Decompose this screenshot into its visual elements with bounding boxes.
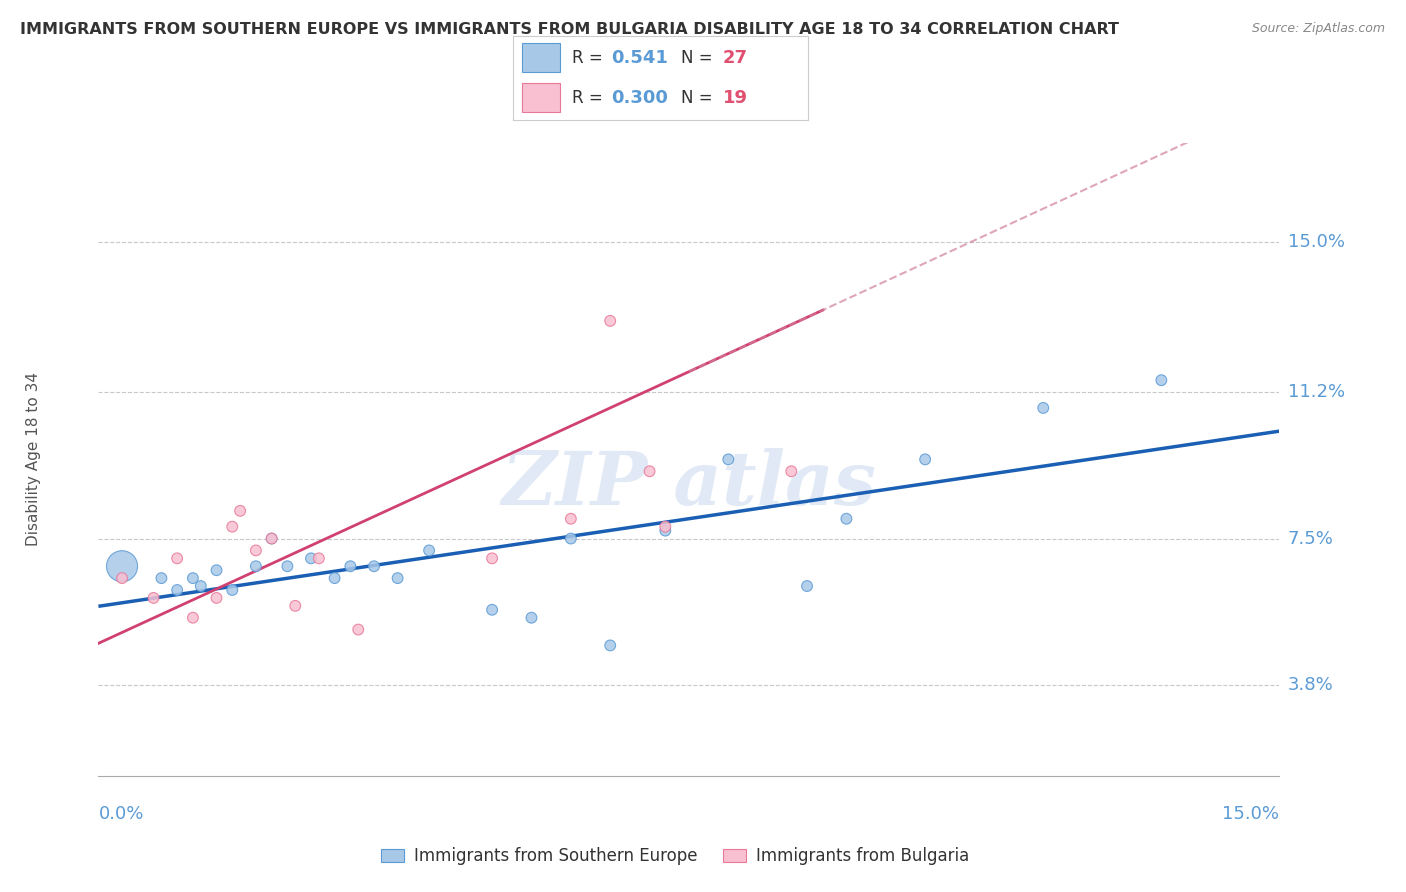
Point (560, 532, 582, 546)
Point (339, 559, 361, 574)
Point (796, 579, 818, 593)
Text: R =: R = (572, 88, 609, 106)
Point (481, 603, 503, 617)
Point (914, 452, 936, 467)
Text: 27: 27 (723, 49, 748, 67)
Point (205, 591, 228, 605)
FancyBboxPatch shape (522, 83, 561, 112)
Point (150, 571, 173, 585)
Text: IMMIGRANTS FROM SOUTHERN EUROPE VS IMMIGRANTS FROM BULGARIA DISABILITY AGE 18 TO: IMMIGRANTS FROM SOUTHERN EUROPE VS IMMIG… (20, 22, 1119, 37)
Point (717, 452, 740, 467)
Text: 0.541: 0.541 (610, 49, 668, 67)
Point (481, 551, 503, 566)
Text: N =: N = (682, 49, 718, 67)
Point (387, 571, 409, 585)
Point (308, 551, 330, 566)
Text: 7.5%: 7.5% (1288, 530, 1334, 548)
Point (142, 591, 165, 605)
Point (654, 519, 676, 533)
Point (599, 639, 621, 653)
Legend: Immigrants from Southern Europe, Immigrants from Bulgaria: Immigrants from Southern Europe, Immigra… (375, 842, 974, 871)
Point (284, 599, 307, 613)
Point (111, 571, 134, 585)
Point (260, 532, 283, 546)
Point (323, 571, 346, 585)
Point (166, 582, 188, 597)
Text: R =: R = (572, 49, 609, 67)
Point (780, 464, 803, 478)
Text: ZIP atlas: ZIP atlas (502, 449, 876, 521)
Point (599, 314, 621, 328)
Point (638, 464, 661, 478)
Point (229, 504, 252, 518)
Point (560, 512, 582, 526)
Point (221, 582, 243, 597)
Point (190, 579, 212, 593)
Point (363, 559, 385, 574)
Text: 19: 19 (723, 88, 748, 106)
Text: 0.0%: 0.0% (98, 805, 143, 822)
Point (245, 559, 267, 574)
Point (181, 571, 204, 585)
Text: 3.8%: 3.8% (1288, 676, 1333, 694)
Point (181, 610, 204, 624)
Point (260, 532, 283, 546)
Point (347, 623, 370, 637)
Point (276, 559, 298, 574)
Point (520, 610, 543, 624)
Point (166, 551, 188, 566)
Point (111, 559, 134, 574)
Point (245, 543, 267, 558)
Text: 15.0%: 15.0% (1222, 805, 1279, 822)
Point (1150, 373, 1173, 387)
Point (418, 543, 440, 558)
Point (205, 563, 228, 577)
Point (835, 512, 858, 526)
Text: 11.2%: 11.2% (1288, 383, 1346, 401)
Text: Disability Age 18 to 34: Disability Age 18 to 34 (25, 372, 41, 547)
Text: 15.0%: 15.0% (1288, 233, 1344, 251)
Point (1032, 401, 1054, 415)
Text: 0.300: 0.300 (610, 88, 668, 106)
Point (299, 551, 322, 566)
Point (221, 519, 243, 533)
Point (654, 524, 676, 538)
Text: N =: N = (682, 88, 718, 106)
Text: Source: ZipAtlas.com: Source: ZipAtlas.com (1251, 22, 1385, 36)
FancyBboxPatch shape (522, 44, 561, 72)
